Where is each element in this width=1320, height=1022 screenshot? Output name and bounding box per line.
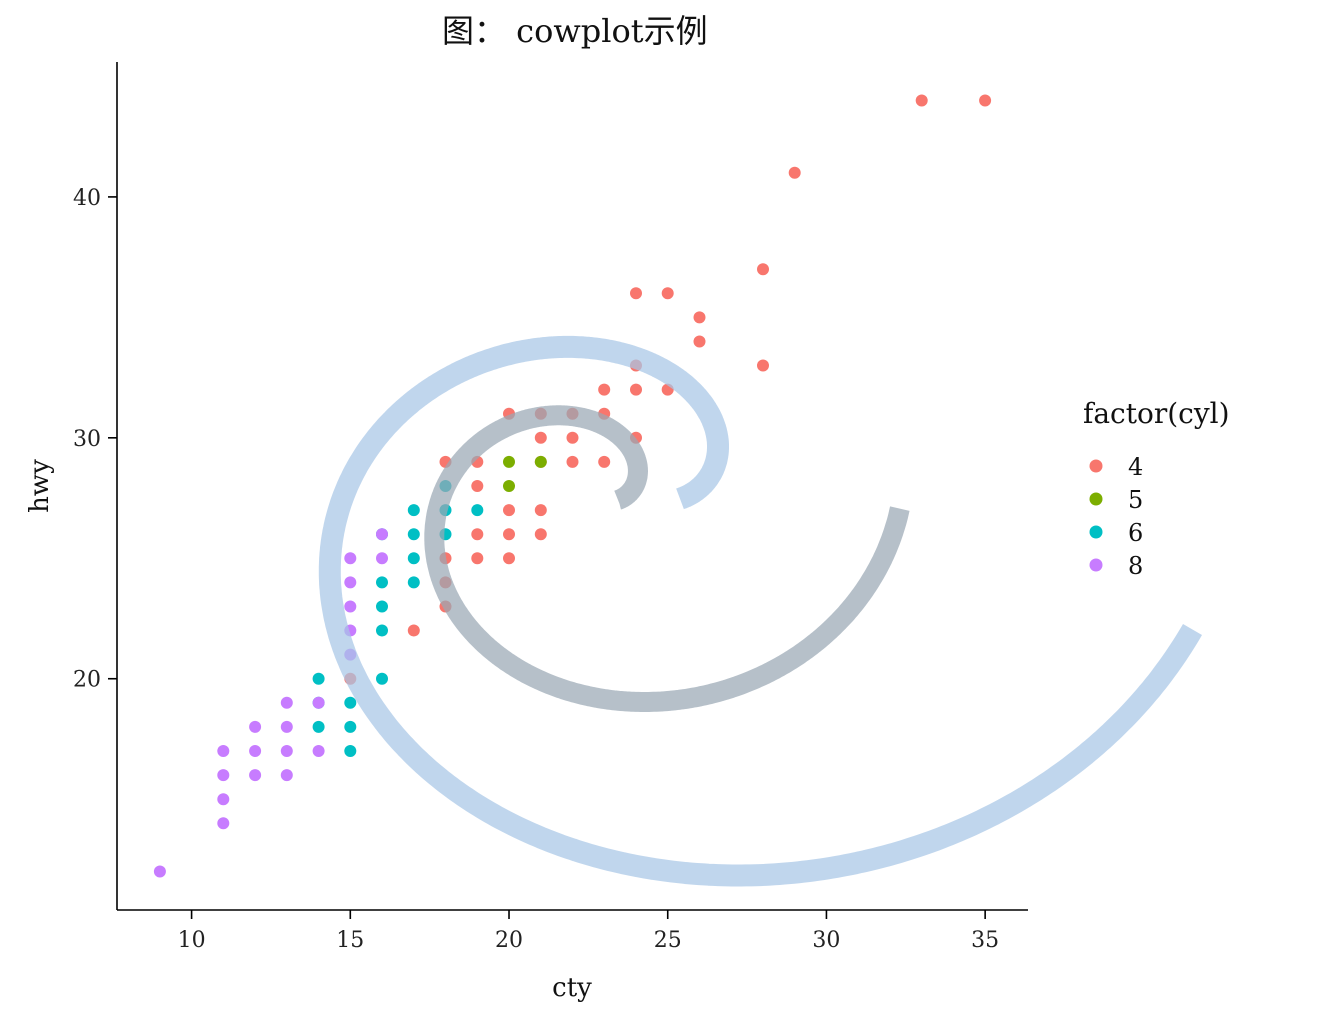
data-point-cyl-6 — [407, 504, 420, 517]
data-point-cyl-4 — [471, 480, 484, 492]
data-point-cyl-4 — [534, 528, 547, 541]
legend: factor(cyl) 4 5 6 8 — [1083, 397, 1230, 580]
data-point-cyl-4 — [471, 552, 484, 565]
outer-spiral-band — [318, 335, 1202, 887]
data-point-cyl-4 — [534, 504, 547, 517]
data-point-cyl-4 — [534, 431, 547, 444]
data-point-cyl-4 — [503, 552, 515, 565]
data-point-cyl-8 — [249, 745, 262, 757]
data-point-cyl-4 — [503, 504, 515, 517]
data-point-cyl-8 — [344, 600, 357, 613]
data-point-cyl-4 — [693, 311, 706, 324]
data-point-cyl-6 — [344, 720, 357, 733]
data-point-cyl-8 — [153, 865, 166, 878]
data-point-cyl-8 — [217, 769, 230, 782]
x-axis-title: cty — [552, 973, 592, 1003]
legend-label-6: 6 — [1128, 519, 1143, 547]
legend-key-4 — [1089, 459, 1103, 473]
data-point-cyl-4 — [788, 166, 801, 179]
data-point-cyl-5 — [503, 480, 515, 492]
data-point-cyl-8 — [249, 769, 262, 782]
data-point-cyl-8 — [344, 576, 357, 589]
data-point-cyl-8 — [217, 793, 230, 806]
data-point-cyl-6 — [312, 720, 325, 733]
data-point-cyl-8 — [376, 552, 388, 565]
data-point-cyl-4 — [566, 455, 579, 468]
y-axis-title: hwy — [25, 459, 55, 513]
data-point-cyl-5 — [534, 455, 547, 468]
data-point-cyl-4 — [915, 94, 928, 107]
data-point-cyl-4 — [757, 359, 769, 372]
inner-spiral-band — [424, 405, 910, 712]
legend-key-5 — [1089, 492, 1103, 506]
spiral-decoration — [318, 335, 1202, 887]
data-point-cyl-8 — [344, 552, 357, 565]
x-tick-label: 25 — [654, 928, 682, 953]
axes — [116, 62, 1028, 911]
data-point-cyl-5 — [503, 455, 515, 468]
legend-title: factor(cyl) — [1083, 397, 1230, 430]
data-point-cyl-8 — [249, 720, 262, 733]
data-point-cyl-4 — [979, 94, 992, 107]
legend-key-8 — [1089, 558, 1103, 572]
data-point-cyl-8 — [217, 745, 230, 757]
data-point-cyl-4 — [566, 431, 579, 444]
data-point-cyl-6 — [344, 745, 357, 757]
data-point-cyl-6 — [407, 552, 420, 565]
data-point-cyl-8 — [312, 696, 325, 709]
data-point-cyl-4 — [407, 624, 420, 637]
points-layer — [153, 94, 992, 878]
x-tick-label: 35 — [971, 928, 999, 953]
data-point-cyl-6 — [376, 624, 388, 637]
data-point-cyl-6 — [407, 576, 420, 589]
data-point-cyl-8 — [376, 528, 388, 541]
data-point-cyl-4 — [503, 528, 515, 541]
legend-label-4: 4 — [1128, 453, 1143, 481]
data-point-cyl-4 — [598, 383, 611, 396]
x-tick-label: 20 — [495, 928, 523, 953]
data-point-cyl-8 — [312, 745, 325, 757]
ticks: 10 15 20 25 30 35 20 30 40 — [73, 186, 999, 953]
chart-title: 图： cowplot示例 — [442, 12, 708, 50]
data-point-cyl-8 — [280, 696, 293, 709]
x-tick-label: 10 — [178, 928, 206, 953]
legend-key-6 — [1089, 525, 1103, 539]
data-point-cyl-8 — [280, 769, 293, 782]
y-tick-label: 30 — [73, 427, 101, 452]
legend-label-5: 5 — [1128, 486, 1143, 514]
data-point-cyl-6 — [407, 528, 420, 541]
data-point-cyl-6 — [312, 672, 325, 685]
data-point-cyl-8 — [280, 745, 293, 757]
data-point-cyl-6 — [344, 696, 357, 709]
data-point-cyl-4 — [630, 287, 642, 300]
data-point-cyl-4 — [598, 455, 611, 468]
data-point-cyl-6 — [471, 504, 484, 517]
data-point-cyl-4 — [661, 287, 674, 300]
data-point-cyl-4 — [471, 528, 484, 541]
data-point-cyl-8 — [280, 720, 293, 733]
x-tick-label: 30 — [812, 928, 840, 953]
data-point-cyl-4 — [757, 263, 769, 276]
y-tick-label: 40 — [73, 186, 101, 211]
data-point-cyl-4 — [693, 335, 706, 348]
legend-label-8: 8 — [1128, 552, 1143, 580]
data-point-cyl-6 — [376, 576, 388, 589]
data-point-cyl-6 — [376, 600, 388, 613]
data-point-cyl-6 — [376, 672, 388, 685]
y-tick-label: 20 — [73, 668, 101, 693]
data-point-cyl-4 — [630, 383, 642, 396]
x-tick-label: 15 — [336, 928, 364, 953]
data-point-cyl-8 — [217, 817, 230, 830]
